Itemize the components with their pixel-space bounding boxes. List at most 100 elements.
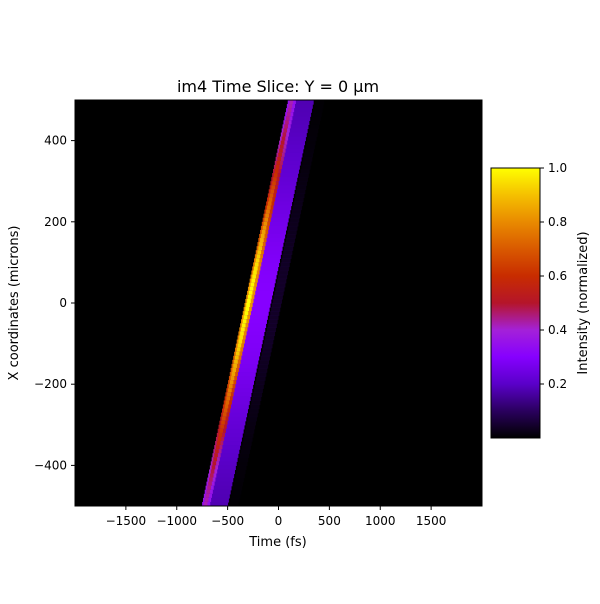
pulse-band-mark — [223, 408, 248, 414]
pulse-row — [226, 388, 263, 393]
pulse-row — [249, 278, 287, 284]
pulse-peak-mark — [261, 229, 266, 235]
pulse-band-mark — [260, 233, 286, 239]
colorbar-tick-label: 1.0 — [548, 161, 567, 175]
pulse-peak-mark — [281, 136, 286, 142]
pulse-band-mark — [253, 266, 279, 272]
pulse-row — [241, 319, 278, 324]
pulse-band-mark — [273, 173, 299, 178]
pulse-echo-mark — [272, 298, 282, 304]
pulse-band-mark — [241, 323, 267, 328]
pulse-peak-mark — [211, 465, 216, 471]
pulse-echo-mark — [286, 233, 296, 239]
pulse-echo-mark — [232, 489, 242, 495]
pulse-row — [203, 493, 241, 499]
pulse-peak-mark — [210, 469, 215, 475]
pulse-band-mark — [250, 282, 275, 288]
pulse-row — [224, 396, 262, 402]
pulse-peak-mark — [231, 372, 236, 377]
pulse-echo-mark — [280, 262, 290, 268]
pulse-echo-mark — [230, 497, 240, 503]
pulse-band-mark — [240, 327, 266, 333]
y-tick-label: 0 — [59, 296, 67, 310]
pulse-echo-mark — [233, 481, 244, 487]
pulse-row — [214, 445, 251, 450]
pulse-band-mark — [246, 303, 271, 308]
y-tick-label: −200 — [34, 377, 67, 391]
x-axis: −1500 −1000 −500 0 500 1000 1500 — [106, 506, 446, 528]
pulse-echo-mark — [288, 225, 298, 231]
pulse-peak-mark — [287, 108, 292, 113]
pulse-band-mark — [256, 254, 281, 259]
pulse-echo-mark — [301, 164, 311, 170]
pulse-peak-mark — [206, 489, 211, 495]
pulse-echo-mark — [275, 286, 285, 292]
pulse-peak-mark — [285, 120, 289, 125]
colorbar-tick-label: 0.6 — [548, 269, 567, 283]
pulse-peak-mark — [208, 481, 212, 487]
pulse-band-mark — [278, 152, 303, 158]
x-tick-label: −500 — [211, 514, 244, 528]
pulse-row — [270, 181, 308, 186]
pulse-row — [269, 185, 307, 190]
pulse-row — [231, 363, 269, 369]
pulse-band-mark — [226, 392, 252, 397]
pulse-band-mark — [261, 229, 287, 235]
pulse-peak-mark — [228, 384, 233, 389]
pulse-echo-mark — [235, 473, 245, 479]
pulse-row — [277, 148, 314, 154]
pulse-band-mark — [252, 274, 277, 280]
pulse-echo-mark — [240, 449, 250, 454]
pulse-band-mark — [258, 246, 283, 251]
pulse-row — [255, 250, 293, 255]
pulse-echo-mark — [273, 294, 283, 300]
pulse-peak-mark — [209, 473, 214, 479]
pulse-echo-mark — [302, 160, 312, 166]
pulse-band-mark — [220, 424, 245, 430]
pulse-row — [222, 404, 260, 410]
pulse-row — [271, 177, 308, 182]
pulse-echo-mark — [239, 457, 249, 462]
pulse-echo-mark — [237, 465, 247, 471]
pulse-peak-mark — [276, 160, 281, 166]
pulse-peak-mark — [286, 116, 290, 121]
pulse-peak-mark — [244, 311, 249, 316]
pulse-row — [230, 367, 268, 373]
pulse-peak-mark — [215, 449, 219, 454]
pulse-band-mark — [265, 213, 290, 219]
pulse-row — [236, 339, 274, 345]
pulse-row — [212, 453, 250, 458]
pulse-peak-mark — [248, 290, 253, 296]
pulse-peak-mark — [272, 181, 276, 186]
y-axis-label: X coordinates (microns) — [7, 226, 22, 381]
pulse-band-mark — [227, 388, 253, 393]
pulse-echo-mark — [276, 282, 286, 288]
pulse-peak-mark — [264, 217, 269, 223]
pulse-band-mark — [264, 217, 289, 223]
pulse-row — [204, 489, 242, 495]
pulse-peak-mark — [258, 246, 262, 251]
pulse-row — [267, 193, 305, 199]
pulse-band-mark — [235, 351, 261, 357]
pulse-row — [245, 298, 282, 304]
pulse-peak-mark — [213, 457, 218, 462]
pulse-band-mark — [211, 465, 236, 471]
pulse-row — [273, 169, 310, 174]
pulse-peak-mark — [224, 404, 229, 410]
pulse-echo-mark — [241, 445, 251, 450]
pulse-row — [215, 436, 253, 442]
pulse-peak-mark — [260, 238, 264, 243]
pulse-echo-mark — [289, 221, 299, 227]
pulse-band-mark — [216, 441, 242, 446]
pulse-peak-mark — [216, 441, 221, 446]
pulse-echo-mark — [234, 477, 244, 483]
pulse-peak-mark — [273, 177, 277, 182]
pulse-echo-mark — [271, 303, 282, 308]
pulse-row — [252, 266, 289, 272]
pulse-band-mark — [280, 140, 306, 146]
pulse-row — [234, 347, 272, 353]
pulse-band-mark — [262, 225, 287, 231]
pulse-row — [232, 359, 270, 365]
pulse-peak-mark — [242, 319, 247, 324]
